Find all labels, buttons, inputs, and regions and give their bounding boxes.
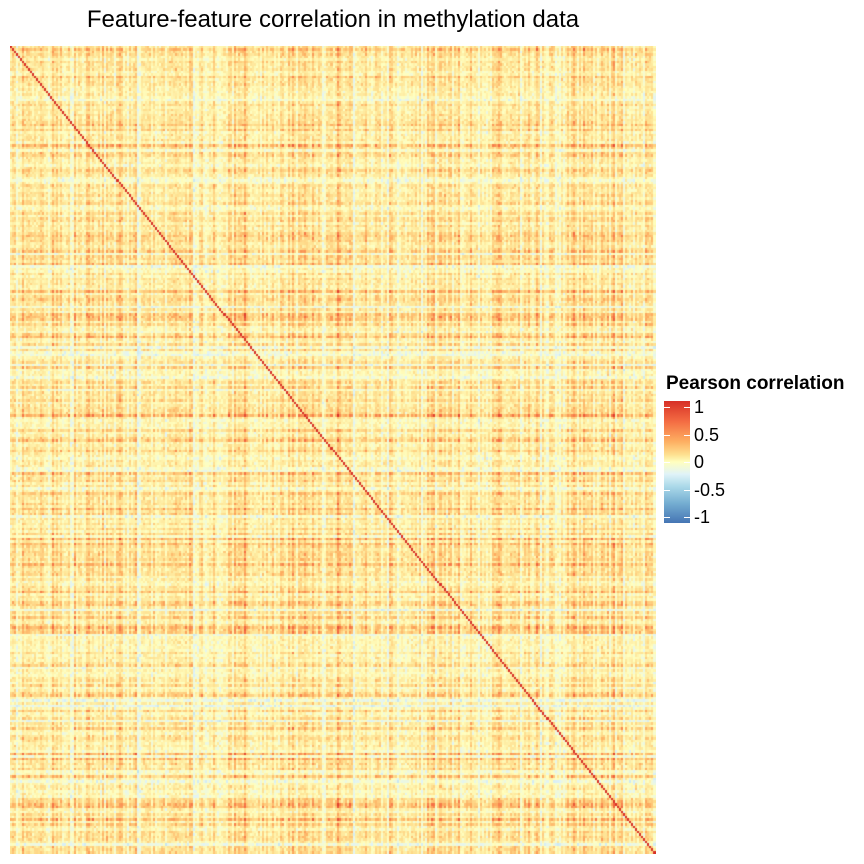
legend-tick-mark — [664, 489, 670, 491]
legend-tick-label: 0 — [694, 452, 705, 472]
legend-tick-mark — [684, 462, 690, 463]
legend-tick-mark — [664, 407, 670, 408]
legend-tick-mark — [684, 434, 690, 436]
legend-tick-mark — [684, 489, 690, 491]
correlation-heatmap — [10, 46, 656, 854]
legend-tick-label: -0.5 — [694, 479, 726, 500]
chart-title: Feature-feature correlation in methylati… — [86, 6, 580, 33]
legend-tick-label: 1 — [694, 397, 705, 417]
legend-title: Pearson correlation — [666, 373, 845, 394]
legend-tick-label: 0.5 — [694, 424, 720, 445]
legend-tick-label: -1 — [694, 507, 711, 527]
legend-tick-mark — [664, 462, 670, 463]
legend-tick-mark — [664, 434, 670, 436]
legend-tick-mark — [684, 407, 690, 408]
legend-tick-mark — [664, 517, 670, 518]
legend-tick-mark — [684, 517, 690, 518]
